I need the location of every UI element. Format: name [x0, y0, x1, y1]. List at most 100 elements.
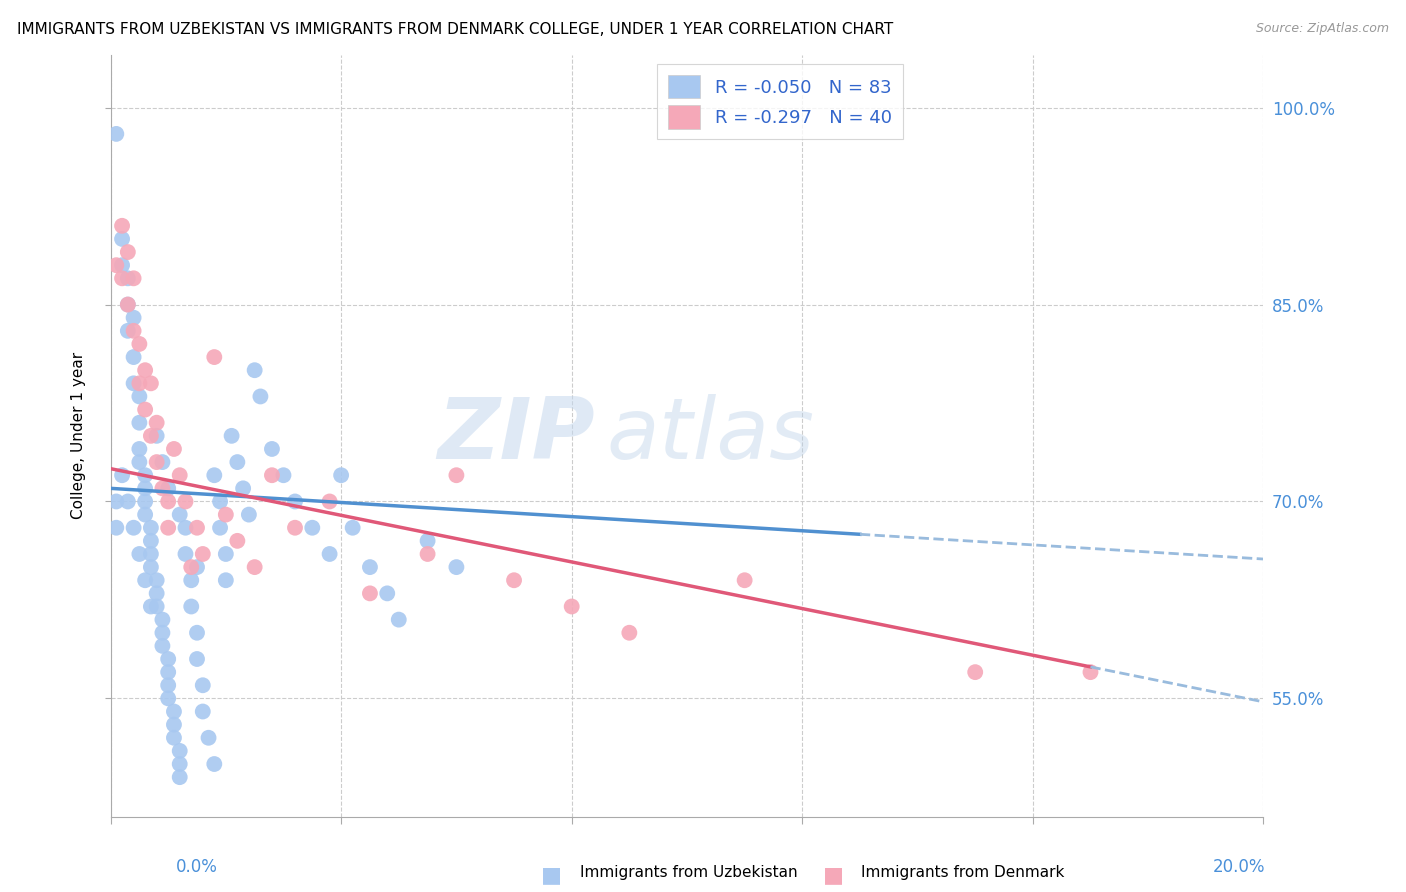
Point [122, 350, 145, 364]
Point [128, 389, 150, 403]
Point [139, 560, 162, 574]
Point [318, 494, 340, 508]
Text: 0.0%: 0.0% [176, 858, 218, 876]
Point [342, 521, 364, 535]
Text: atlas: atlas [606, 394, 814, 477]
Point [221, 429, 243, 443]
Point [163, 442, 186, 456]
Point [215, 547, 238, 561]
Point [128, 547, 150, 561]
Point [105, 494, 128, 508]
Point [134, 508, 156, 522]
Point [226, 455, 249, 469]
Point [117, 297, 139, 311]
Point [202, 468, 225, 483]
Point [139, 533, 162, 548]
Point [139, 599, 162, 614]
Point [128, 455, 150, 469]
Point [105, 521, 128, 535]
Point [152, 481, 174, 495]
Point [180, 560, 202, 574]
Point [157, 665, 180, 680]
Point [375, 586, 398, 600]
Point [284, 494, 307, 508]
Point [191, 705, 214, 719]
Point [134, 468, 156, 483]
Point [197, 731, 219, 745]
Point [734, 573, 756, 587]
Point [134, 481, 156, 495]
Point [388, 613, 411, 627]
Point [145, 573, 167, 587]
Point [209, 494, 232, 508]
Y-axis label: College, Under 1 year: College, Under 1 year [72, 352, 86, 519]
Point [174, 494, 197, 508]
Point [1080, 665, 1102, 680]
Point [117, 297, 139, 311]
Point [318, 547, 340, 561]
Point [180, 573, 202, 587]
Point [186, 625, 208, 640]
Point [232, 481, 254, 495]
Point [273, 468, 295, 483]
Point [145, 429, 167, 443]
Point [134, 494, 156, 508]
Point [503, 573, 526, 587]
Point [111, 271, 134, 285]
Point [446, 560, 468, 574]
Point [260, 442, 283, 456]
Point [145, 455, 167, 469]
Point [301, 521, 323, 535]
Point [111, 219, 134, 233]
Point [163, 705, 186, 719]
Point [215, 508, 238, 522]
Point [416, 533, 439, 548]
Point [157, 494, 180, 508]
Point [122, 521, 145, 535]
Point [249, 389, 271, 403]
Point [226, 533, 249, 548]
Point [202, 350, 225, 364]
Point [128, 376, 150, 391]
Point [145, 599, 167, 614]
Point [243, 363, 266, 377]
Point [209, 521, 232, 535]
Point [169, 744, 191, 758]
Point [186, 652, 208, 666]
Point [117, 324, 139, 338]
Point [152, 625, 174, 640]
Text: Source: ZipAtlas.com: Source: ZipAtlas.com [1256, 22, 1389, 36]
Text: ZIP: ZIP [437, 394, 595, 477]
Point [446, 468, 468, 483]
Point [284, 521, 307, 535]
Point [111, 258, 134, 272]
Point [191, 678, 214, 692]
Point [134, 573, 156, 587]
Point [152, 639, 174, 653]
Point [191, 547, 214, 561]
Point [111, 232, 134, 246]
Point [122, 376, 145, 391]
Point [117, 245, 139, 260]
Point [186, 521, 208, 535]
Text: Immigrants from Uzbekistan: Immigrants from Uzbekistan [581, 865, 797, 880]
Point [105, 258, 128, 272]
Point [122, 324, 145, 338]
Point [122, 310, 145, 325]
Point [157, 691, 180, 706]
Point [416, 547, 439, 561]
Text: ■: ■ [541, 865, 562, 885]
Point [145, 586, 167, 600]
Text: ■: ■ [823, 865, 844, 885]
Point [163, 731, 186, 745]
Point [561, 599, 583, 614]
Point [238, 508, 260, 522]
Point [117, 494, 139, 508]
Point [174, 521, 197, 535]
Point [202, 757, 225, 772]
Point [117, 271, 139, 285]
Point [139, 376, 162, 391]
Point [128, 337, 150, 351]
Text: IMMIGRANTS FROM UZBEKISTAN VS IMMIGRANTS FROM DENMARK COLLEGE, UNDER 1 YEAR CORR: IMMIGRANTS FROM UZBEKISTAN VS IMMIGRANTS… [17, 22, 893, 37]
Point [139, 429, 162, 443]
